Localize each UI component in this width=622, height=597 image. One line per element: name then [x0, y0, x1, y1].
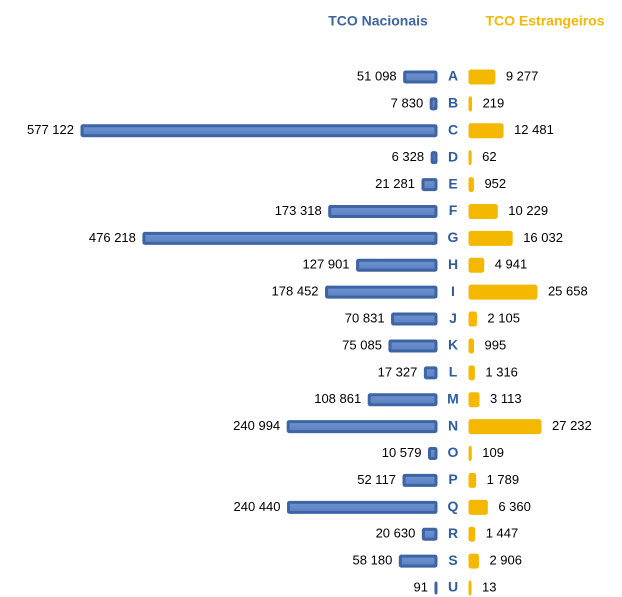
- bar: [286, 420, 438, 434]
- data-label: 178 452: [272, 284, 319, 299]
- data-label: 476 218: [89, 230, 136, 245]
- bar: [325, 285, 438, 299]
- data-label: 127 901: [303, 257, 350, 272]
- data-label: 12 481: [514, 122, 554, 137]
- bar: [468, 177, 474, 193]
- data-label: 6 360: [498, 499, 531, 514]
- data-label: 6 328: [392, 149, 425, 164]
- bar: [421, 178, 438, 192]
- bar: [468, 553, 479, 569]
- bar: [80, 124, 438, 138]
- bar: [468, 472, 477, 488]
- data-label: 2 105: [487, 310, 520, 325]
- bar: [468, 284, 538, 300]
- data-label: 13: [482, 579, 496, 594]
- bar: [403, 70, 438, 84]
- data-label: 108 861: [314, 391, 361, 406]
- category-label: Q: [448, 498, 459, 514]
- data-label: 91: [413, 579, 427, 594]
- data-label: 995: [485, 337, 507, 352]
- bar: [468, 311, 477, 327]
- category-label: M: [447, 390, 459, 406]
- data-label: 1 789: [487, 472, 520, 487]
- bar: [402, 473, 438, 487]
- bar: [468, 392, 480, 408]
- bar: [429, 97, 438, 111]
- data-label: 2 906: [489, 553, 522, 568]
- bar: [423, 366, 438, 380]
- category-label: S: [448, 552, 457, 568]
- data-label: 70 831: [345, 310, 385, 325]
- legend-entry: TCO Nacionais: [328, 13, 428, 29]
- data-label: 1 316: [485, 364, 518, 379]
- category-label: U: [448, 579, 458, 595]
- bar: [328, 204, 438, 218]
- data-label: 109: [482, 445, 504, 460]
- category-label: R: [448, 525, 458, 541]
- category-label: F: [449, 202, 458, 218]
- bar: [468, 69, 496, 85]
- data-label: 1 447: [486, 526, 519, 541]
- data-label: 10 229: [508, 203, 548, 218]
- legend-entry: TCO Estrangeiros: [485, 13, 604, 29]
- data-label: 58 180: [353, 553, 393, 568]
- data-label: 52 117: [357, 472, 396, 487]
- data-label: 952: [484, 176, 506, 191]
- data-label: 240 440: [234, 499, 281, 514]
- data-label: 75 085: [342, 337, 382, 352]
- category-label: B: [448, 95, 458, 111]
- data-label: 10 579: [382, 445, 422, 460]
- bar: [468, 257, 485, 273]
- category-label: E: [448, 175, 457, 191]
- bar: [428, 447, 438, 461]
- data-label: 21 281: [375, 176, 415, 191]
- data-label: 9 277: [506, 68, 539, 83]
- category-label: C: [448, 121, 458, 137]
- category-label: G: [448, 229, 459, 245]
- data-label: 219: [483, 95, 505, 110]
- data-label: 62: [482, 149, 496, 164]
- data-label: 20 630: [376, 526, 416, 541]
- bar: [468, 419, 542, 435]
- bar: [468, 499, 488, 515]
- bar: [468, 123, 504, 139]
- bar: [468, 365, 475, 381]
- data-label: 4 941: [495, 257, 528, 272]
- bar: [287, 500, 438, 514]
- bar: [468, 338, 475, 354]
- bar: [430, 151, 438, 165]
- category-label: D: [448, 148, 458, 164]
- data-label: 173 318: [275, 203, 322, 218]
- bar: [468, 526, 476, 542]
- category-label: K: [448, 337, 458, 353]
- category-label: J: [449, 310, 457, 326]
- bar: [398, 554, 438, 568]
- category-label: O: [448, 444, 459, 460]
- data-label: 25 658: [548, 284, 588, 299]
- category-label: L: [449, 364, 458, 380]
- data-label: 577 122: [27, 122, 74, 137]
- data-label: 16 032: [523, 230, 563, 245]
- bar: [388, 339, 438, 353]
- category-label: N: [448, 417, 458, 433]
- data-label: 27 232: [552, 418, 592, 433]
- bar: [468, 203, 498, 219]
- data-label: 240 994: [233, 418, 280, 433]
- data-label: 3 113: [490, 391, 522, 406]
- bar: [142, 231, 438, 245]
- data-label: 17 327: [378, 364, 418, 379]
- bar: [356, 258, 438, 272]
- category-label: P: [448, 471, 457, 487]
- bar: [391, 312, 438, 326]
- category-label: I: [451, 283, 455, 299]
- bar: [421, 527, 438, 541]
- bar: [468, 230, 513, 246]
- data-label: 51 098: [357, 68, 397, 83]
- bar: [367, 393, 438, 407]
- bar: [468, 96, 473, 112]
- category-label: H: [448, 256, 458, 272]
- data-label: 7 830: [391, 95, 424, 110]
- category-label: A: [448, 68, 458, 84]
